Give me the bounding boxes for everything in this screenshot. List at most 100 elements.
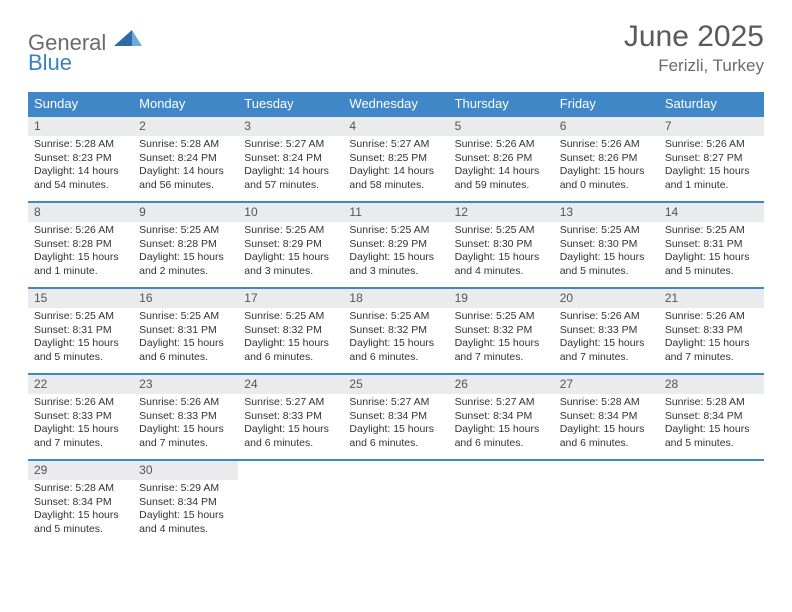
calendar-head: Sunday Monday Tuesday Wednesday Thursday… (28, 92, 764, 116)
daylight-line2: and 56 minutes. (139, 179, 232, 192)
sunset-text: Sunset: 8:32 PM (455, 324, 548, 337)
daylight-line2: and 1 minute. (665, 179, 758, 192)
daylight-line1: Daylight: 15 hours (560, 165, 653, 178)
calendar-row: 22Sunrise: 5:26 AMSunset: 8:33 PMDayligh… (28, 374, 764, 460)
sunrise-text: Sunrise: 5:25 AM (455, 310, 548, 323)
day-number: 27 (554, 375, 659, 394)
col-saturday: Saturday (659, 92, 764, 116)
day-number: 23 (133, 375, 238, 394)
daylight-line1: Daylight: 15 hours (455, 337, 548, 350)
calendar-cell: 23Sunrise: 5:26 AMSunset: 8:33 PMDayligh… (133, 374, 238, 460)
sunset-text: Sunset: 8:32 PM (244, 324, 337, 337)
daylight-line1: Daylight: 15 hours (34, 423, 127, 436)
day-body: Sunrise: 5:26 AMSunset: 8:28 PMDaylight:… (28, 222, 133, 282)
sunset-text: Sunset: 8:27 PM (665, 152, 758, 165)
daylight-line2: and 2 minutes. (139, 265, 232, 278)
daylight-line2: and 6 minutes. (244, 437, 337, 450)
day-number: 10 (238, 203, 343, 222)
daylight-line1: Daylight: 15 hours (560, 251, 653, 264)
daylight-line1: Daylight: 15 hours (665, 165, 758, 178)
daylight-line2: and 3 minutes. (349, 265, 442, 278)
day-body: Sunrise: 5:27 AMSunset: 8:24 PMDaylight:… (238, 136, 343, 196)
calendar-cell: 16Sunrise: 5:25 AMSunset: 8:31 PMDayligh… (133, 288, 238, 374)
location-text: Ferizli, Turkey (624, 56, 764, 76)
calendar-cell: 13 Sunrise: 5:25 AMSunset: 8:30 PMDayligh… (554, 202, 659, 288)
col-monday: Monday (133, 92, 238, 116)
day-number: 20 (554, 289, 659, 308)
calendar-cell: 27Sunrise: 5:28 AMSunset: 8:34 PMDayligh… (554, 374, 659, 460)
sunset-text: Sunset: 8:32 PM (349, 324, 442, 337)
daylight-line1: Daylight: 14 hours (244, 165, 337, 178)
daylight-line1: Daylight: 15 hours (665, 423, 758, 436)
sunrise-text: Sunrise: 5:28 AM (34, 138, 127, 151)
calendar-cell: 28Sunrise: 5:28 AMSunset: 8:34 PMDayligh… (659, 374, 764, 460)
day-body: Sunrise: 5:25 AMSunset: 8:31 PMDaylight:… (28, 308, 133, 368)
day-number: 13 (554, 203, 659, 222)
sunset-text: Sunset: 8:24 PM (244, 152, 337, 165)
daylight-line1: Daylight: 15 hours (455, 251, 548, 264)
day-body: Sunrise: 5:26 AMSunset: 8:27 PMDaylight:… (659, 136, 764, 196)
sunset-text: Sunset: 8:28 PM (139, 238, 232, 251)
sunset-text: Sunset: 8:31 PM (665, 238, 758, 251)
day-body: Sunrise: 5:26 AMSunset: 8:33 PMDaylight:… (554, 308, 659, 368)
day-body: Sunrise: 5:28 AMSunset: 8:34 PMDaylight:… (554, 394, 659, 454)
daylight-line2: and 5 minutes. (560, 265, 653, 278)
sunset-text: Sunset: 8:29 PM (349, 238, 442, 251)
sunset-text: Sunset: 8:23 PM (34, 152, 127, 165)
day-body: Sunrise: 5:25 AMSunset: 8:29 PMDaylight:… (343, 222, 448, 282)
sunrise-text: Sunrise: 5:25 AM (455, 224, 548, 237)
day-number: 9 (133, 203, 238, 222)
daylight-line1: Daylight: 15 hours (349, 337, 442, 350)
daylight-line1: Daylight: 14 hours (455, 165, 548, 178)
day-body: Sunrise: 5:26 AMSunset: 8:33 PMDaylight:… (659, 308, 764, 368)
daylight-line1: Daylight: 15 hours (349, 251, 442, 264)
day-body: Sunrise: 5:26 AMSunset: 8:33 PMDaylight:… (28, 394, 133, 454)
day-number: 24 (238, 375, 343, 394)
calendar-cell: 11Sunrise: 5:25 AMSunset: 8:29 PMDayligh… (343, 202, 448, 288)
sunset-text: Sunset: 8:31 PM (34, 324, 127, 337)
sunrise-text: Sunrise: 5:25 AM (560, 224, 653, 237)
calendar-cell: 4Sunrise: 5:27 AMSunset: 8:25 PMDaylight… (343, 116, 448, 202)
calendar-cell: 2Sunrise: 5:28 AMSunset: 8:24 PMDaylight… (133, 116, 238, 202)
daylight-line1: Daylight: 15 hours (244, 337, 337, 350)
calendar-cell: 5Sunrise: 5:26 AMSunset: 8:26 PMDaylight… (449, 116, 554, 202)
sunset-text: Sunset: 8:30 PM (560, 238, 653, 251)
daylight-line1: Daylight: 14 hours (139, 165, 232, 178)
daylight-line2: and 59 minutes. (455, 179, 548, 192)
day-number: 11 (343, 203, 448, 222)
day-number: 26 (449, 375, 554, 394)
sunrise-text: Sunrise: 5:26 AM (665, 310, 758, 323)
daylight-line2: and 4 minutes. (139, 523, 232, 536)
title-block: June 2025 Ferizli, Turkey (624, 20, 764, 76)
sunrise-text: Sunrise: 5:25 AM (139, 310, 232, 323)
month-title: June 2025 (624, 20, 764, 54)
calendar-cell: 20Sunrise: 5:26 AMSunset: 8:33 PMDayligh… (554, 288, 659, 374)
day-body: Sunrise: 5:27 AMSunset: 8:34 PMDaylight:… (343, 394, 448, 454)
day-number: 3 (238, 117, 343, 136)
day-body: Sunrise: 5:28 AMSunset: 8:34 PMDaylight:… (28, 480, 133, 540)
calendar-row: 1Sunrise: 5:28 AMSunset: 8:23 PMDaylight… (28, 116, 764, 202)
sunrise-text: Sunrise: 5:28 AM (560, 396, 653, 409)
daylight-line2: and 6 minutes. (349, 351, 442, 364)
daylight-line2: and 4 minutes. (455, 265, 548, 278)
day-number: 4 (343, 117, 448, 136)
sunrise-text: Sunrise: 5:26 AM (560, 138, 653, 151)
sunrise-text: Sunrise: 5:26 AM (455, 138, 548, 151)
day-body: Sunrise: 5:25 AMSunset: 8:32 PMDaylight:… (238, 308, 343, 368)
calendar-row: 8Sunrise: 5:26 AMSunset: 8:28 PMDaylight… (28, 202, 764, 288)
sunset-text: Sunset: 8:34 PM (665, 410, 758, 423)
day-number: 17 (238, 289, 343, 308)
sunset-text: Sunset: 8:26 PM (560, 152, 653, 165)
daylight-line2: and 7 minutes. (34, 437, 127, 450)
daylight-line2: and 5 minutes. (665, 265, 758, 278)
daylight-line2: and 7 minutes. (139, 437, 232, 450)
daylight-line2: and 1 minute. (34, 265, 127, 278)
calendar-cell: .. (659, 460, 764, 546)
day-number: 22 (28, 375, 133, 394)
daylight-line2: and 5 minutes. (34, 351, 127, 364)
calendar-cell: .. (238, 460, 343, 546)
day-number: 25 (343, 375, 448, 394)
calendar-cell: 21Sunrise: 5:26 AMSunset: 8:33 PMDayligh… (659, 288, 764, 374)
sunset-text: Sunset: 8:33 PM (665, 324, 758, 337)
daylight-line2: and 57 minutes. (244, 179, 337, 192)
